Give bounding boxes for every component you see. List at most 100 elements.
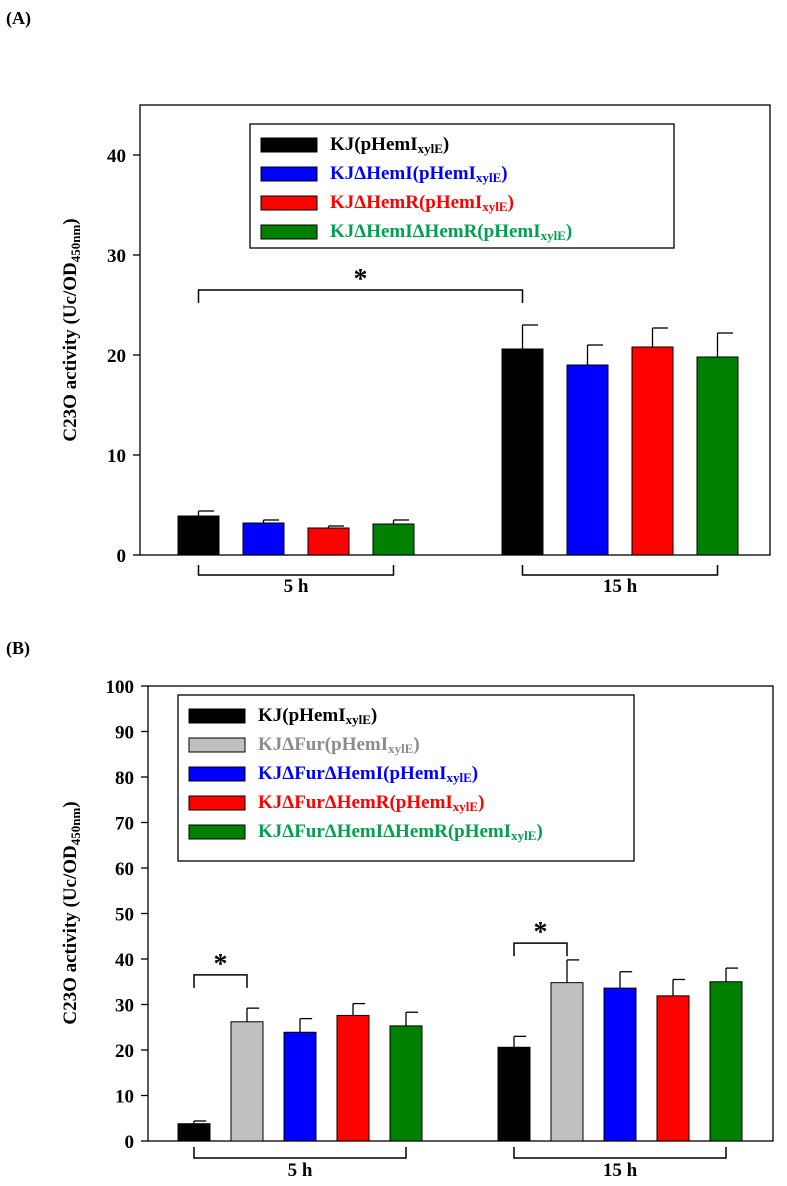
y-tick-label: 0 [125,1132,135,1153]
bar [336,1014,370,1142]
bar [709,981,743,1142]
y-tick-label: 70 [115,814,134,835]
y-tick-label: 10 [115,1087,134,1108]
y-axis-label: C23O activity (Uc/OD450nm) [60,218,83,441]
bar [501,348,544,556]
legend-swatch [260,224,318,240]
group-brace [521,565,719,576]
x-category-label: 5 h [288,1160,313,1181]
bar [696,356,739,556]
bar [242,522,285,556]
legend-label-end: ) [566,221,572,242]
legend-label-end: ) [443,134,449,155]
plot-frame [139,104,771,556]
bar [603,987,637,1142]
legend-swatch [260,195,318,211]
panel-label: (B) [6,638,30,659]
legend-label: KJΔFur(pHemIxylE) [258,734,420,756]
chart-panel-b: (B) 0 10 20 30 40 50 60 70 80 90 100 C23O activity (… [6,638,774,1181]
legend-label-end: ) [472,763,478,784]
legend-label: KJΔHemR(pHemIxylE) [330,192,514,214]
legend-label-end: ) [501,163,507,184]
legend-box [177,694,635,862]
y-tick-label: 80 [115,768,134,789]
bar [566,364,609,556]
significance-bracket [513,942,568,957]
y-axis-label-main: C23O activity (Uc/OD [60,262,81,441]
legend-label-sub: xylE [418,141,443,156]
legend-label: KJΔFurΔHemR(pHemIxylE) [258,792,484,814]
legend-label: KJΔHemIΔHemR(pHemIxylE) [330,221,572,243]
legend: KJ(pHemIxylE)KJΔHemI(pHemIxylE)KJΔHemR(p… [249,123,675,249]
legend-label-main: KJΔFurΔHemI(pHemI [258,763,446,784]
bar [177,1123,211,1142]
x-category-label: 15 h [603,1160,638,1181]
x-category-label: 5 h [284,576,309,597]
group-brace [197,565,395,576]
legend-label-sub: xylE [511,828,536,843]
bar [230,1021,264,1142]
significance-bracket [197,289,524,303]
bar [177,515,220,556]
y-axis-label-main: C23O activity (Uc/OD [60,845,81,1024]
legend-label-sub: xylE [346,712,371,727]
legend: KJ(pHemIxylE)KJΔFur(pHemIxylE)KJΔFurΔHem… [177,694,635,862]
y-tick-label: 40 [115,950,134,971]
legend-label-sub: xylE [476,170,501,185]
legend-label-main: KJΔFurΔHemR(pHemI [258,792,453,813]
legend-label-end: ) [413,734,419,755]
legend-label-end: ) [371,705,377,726]
legend-swatch [260,137,318,153]
y-tick-label: 40 [107,146,126,167]
legend-label: KJΔFurΔHemI(pHemIxylE) [258,763,478,785]
legend-label-sub: xylE [388,741,413,756]
y-tick-label: 20 [107,346,126,367]
x-category-label: 15 h [603,576,638,597]
legend-label-main: KJΔFur(pHemI [258,734,388,755]
panel-label: (A) [6,8,31,29]
bar [372,523,415,556]
bar [389,1025,423,1142]
bar [550,982,584,1142]
legend-swatch [260,166,318,182]
significance-star: * [534,917,548,948]
legend-label-sub: xylE [482,199,507,214]
significance-star: * [354,264,368,295]
legend-label: KJ(pHemIxylE) [330,134,449,156]
legend-swatch [188,766,246,782]
bar [631,346,674,556]
legend-label-sub: xylE [446,770,471,785]
y-tick-label: 10 [107,446,126,467]
group-brace [193,1147,407,1159]
legend-label-main: KJ(pHemI [258,705,346,726]
legend-swatch [188,795,246,811]
y-tick-label: 100 [106,677,135,698]
y-axis-label-sub: 450nm [68,225,83,263]
legend-label: KJΔFurΔHemIΔHemR(pHemIxylE) [258,821,543,843]
legend-label-end: ) [478,792,484,813]
bar [307,527,350,556]
legend-label-main: KJΔFurΔHemIΔHemR(pHemI [258,821,511,842]
legend-label-main: KJΔHemI(pHemI [330,163,476,184]
significance-bracket [193,974,248,988]
legend-label: KJ(pHemIxylE) [258,705,377,727]
bar [283,1031,317,1142]
legend-label-sub: xylE [541,228,566,243]
legend-swatch [188,737,246,753]
y-tick-label: 30 [107,246,126,267]
group-brace [513,1147,727,1159]
y-axis-label-end: ) [60,218,81,224]
legend-label-end: ) [536,821,542,842]
y-axis-label: C23O activity (Uc/OD450nm) [60,801,83,1024]
y-tick-label: 50 [115,905,134,926]
legend-label-sub: xylE [453,799,478,814]
legend-swatch [188,708,246,724]
bar [497,1046,531,1142]
legend-label-main: KJΔHemIΔHemR(pHemI [330,221,541,242]
y-tick-label: 90 [115,723,134,744]
y-axis-label-sub: 450nm [68,808,83,846]
chart-panel-a: (A) 0 10 20 30 40 C23O activity (Uc/OD450nm) * 5… [6,8,771,597]
legend-swatch [188,824,246,840]
significance-star: * [214,949,228,980]
